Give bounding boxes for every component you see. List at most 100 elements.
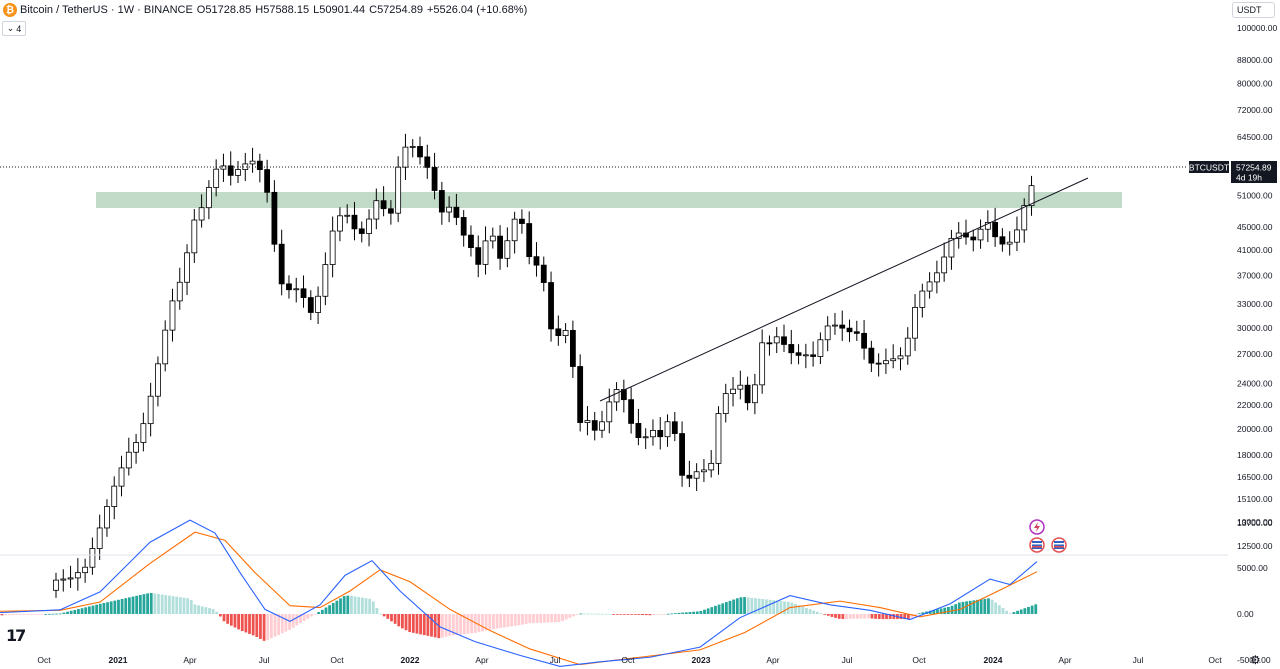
macd-histogram-bar [936, 609, 939, 614]
candle-body [1028, 185, 1035, 206]
us-flag-event-icon[interactable] [1029, 537, 1045, 553]
candle-body [832, 324, 838, 327]
resistance-zone[interactable] [96, 192, 1122, 208]
macd-histogram-bar [677, 612, 681, 614]
currency-button[interactable]: USDT [1232, 2, 1275, 18]
candle-body [402, 146, 409, 168]
candle-body [366, 218, 372, 234]
macd-histogram-bar [626, 614, 630, 615]
candle-body [140, 423, 147, 443]
macd-histogram-bar [262, 614, 266, 641]
macd-histogram-bar [295, 614, 299, 626]
macd-histogram-bar [579, 613, 583, 615]
macd-histogram-bar [790, 602, 794, 614]
flash-event-icon[interactable] [1029, 519, 1045, 535]
event-markers[interactable] [1029, 519, 1067, 553]
candle-body [256, 160, 263, 171]
macd-histogram-bar [797, 605, 801, 614]
macd-histogram-bar [972, 600, 976, 614]
macd-histogram-bar [219, 614, 222, 617]
time-tick-label: 2021 [109, 655, 128, 665]
candle-body [191, 219, 198, 254]
macd-histogram-bar [299, 614, 302, 624]
macd-histogram-bar [801, 606, 805, 614]
macd-histogram-bar [906, 614, 910, 620]
macd-histogram-bar [510, 614, 513, 627]
macd-histogram-bar [608, 613, 612, 615]
time-tick-label: Apr [183, 655, 196, 665]
macd-histogram-bar [4, 614, 8, 616]
macd-histogram-bar [1030, 605, 1034, 614]
trendline[interactable] [599, 177, 1089, 402]
time-axis[interactable]: Oct 2021 Apr Jul Oct 2022 Apr Jul Oct 2023 Apr Jul O… [37, 655, 1222, 665]
macd-axis[interactable]: 10000.00 5000.00 0.00 -5000.00 [1237, 517, 1273, 665]
macd-histogram-bar [903, 614, 907, 620]
candle-body [751, 384, 758, 404]
macd-histogram-bar [892, 614, 896, 620]
macd-histogram-bar [521, 614, 524, 625]
candle-body [147, 395, 154, 425]
macd-histogram-bar [149, 593, 153, 614]
macd-histogram-bar [390, 614, 393, 622]
macd-histogram-bar [721, 603, 725, 614]
candle-body [453, 206, 460, 218]
price-tick-label: 15100.00 [1237, 494, 1273, 504]
macd-histogram-bar [655, 614, 659, 615]
candle-body [409, 146, 416, 148]
macd-histogram-bar [983, 598, 987, 614]
macd-histogram-bar [652, 614, 655, 615]
candle-body [635, 423, 642, 439]
symbol-title[interactable]: Bitcoin / TetherUS · 1W · BINANCE [20, 4, 193, 16]
candle-body [395, 166, 402, 214]
price-axis[interactable]: 100000.00 88000.00 80000.00 72000.00 64500.0… [1237, 23, 1277, 551]
candle-body [642, 436, 649, 439]
time-tick-label: Oct [330, 655, 344, 665]
macd-histogram-bar [1005, 610, 1009, 614]
price-tick-label: 64500.00 [1237, 132, 1273, 142]
macd-histogram-bar [772, 600, 776, 614]
macd-histogram-bar [746, 597, 750, 614]
macd-histogram-bar [535, 614, 539, 623]
macd-histogram-bar [208, 608, 211, 614]
macd-histogram-bar [928, 610, 932, 614]
macd-histogram-bar [976, 599, 979, 614]
macd-pane [0, 519, 1038, 667]
macd-histogram-bar [128, 597, 131, 614]
macd-histogram-bar [26, 614, 29, 615]
candle-body [883, 360, 889, 365]
candle-body [730, 388, 736, 394]
indicators-toggle-button[interactable]: ⌄ 4 [2, 21, 26, 36]
last-price-tag: BTCUSDT 57254.89 4d 19h [1189, 161, 1277, 183]
macd-histogram-bar [109, 601, 113, 614]
candle-body [948, 238, 955, 258]
macd-histogram-bar [302, 614, 306, 621]
macd-histogram-bar [761, 599, 765, 614]
change-value: +5526.04 (+10.68%) [426, 4, 528, 16]
macd-histogram-bar [473, 614, 477, 633]
macd-histogram-bar [229, 614, 233, 626]
macd-histogram-bar [590, 613, 594, 615]
macd-histogram-bar [455, 614, 459, 635]
us-flag-event-icon[interactable] [1051, 537, 1067, 553]
macd-histogram-bar [921, 612, 925, 614]
macd-histogram-bar [856, 614, 859, 619]
price-tick-label: 72000.00 [1237, 105, 1273, 115]
macd-histogram-bar [648, 614, 652, 616]
macd-histogram-bar [178, 597, 182, 614]
macd-histogram-bar [481, 614, 484, 632]
macd-histogram-bar [495, 614, 499, 629]
candle-body [220, 165, 227, 170]
macd-histogram-bar [630, 614, 634, 615]
gear-icon[interactable]: ⚙ [1250, 653, 1261, 667]
macd-histogram-bar [688, 612, 692, 614]
macd-histogram-bar [248, 614, 251, 634]
macd-histogram-bar [808, 609, 812, 614]
time-tick-label: Apr [766, 655, 779, 665]
macd-histogram-bar [597, 613, 601, 615]
candle-body [722, 393, 729, 414]
tradingview-logo-icon[interactable]: 17 [6, 626, 26, 645]
macd-histogram-bar [222, 614, 226, 622]
macd-histogram-bar [211, 608, 215, 614]
candle-body [213, 168, 220, 188]
